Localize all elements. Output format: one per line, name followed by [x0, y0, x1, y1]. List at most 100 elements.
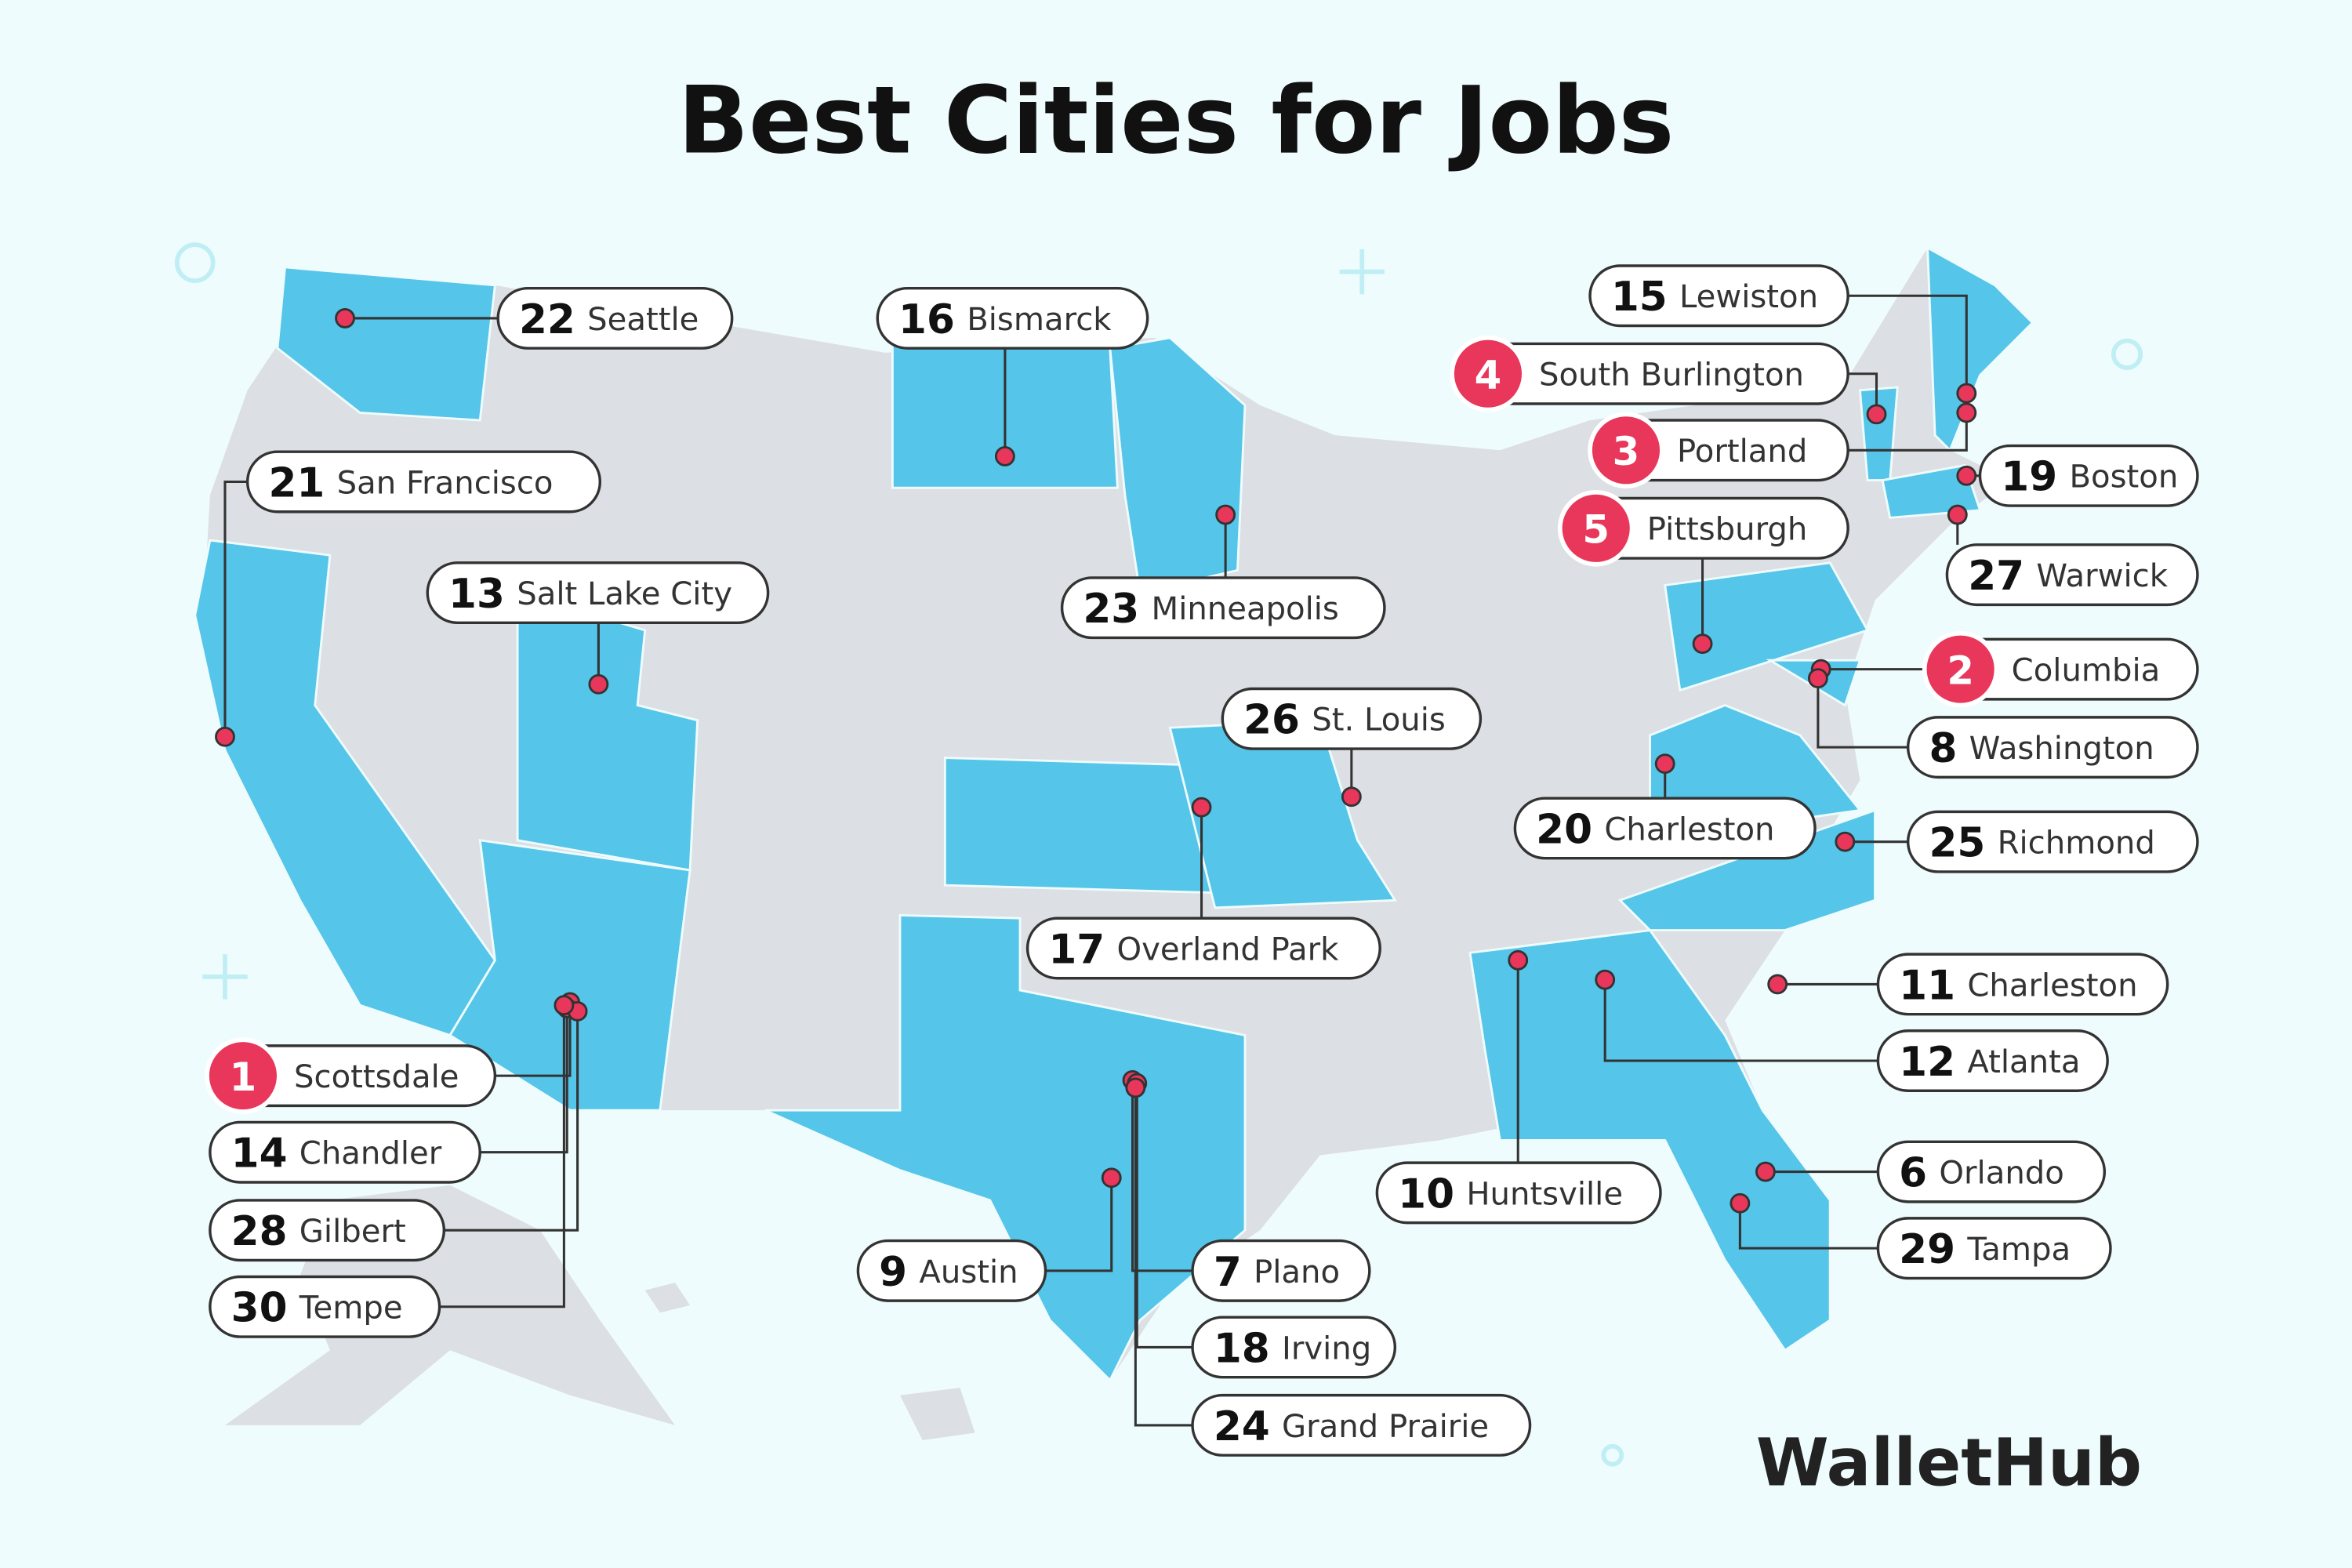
rank-number: 2: [1947, 648, 1974, 694]
city-dot: [1730, 1192, 1751, 1214]
leader-line: [1738, 1203, 1878, 1250]
label-pill: [876, 286, 1149, 350]
city-text: 15 Lewiston: [1611, 274, 1818, 321]
label-pill: [1945, 543, 2199, 607]
label-pill: [1191, 1316, 1397, 1379]
city-dot: [1755, 1161, 1776, 1182]
label-pill: [1876, 1029, 2109, 1092]
city-text: 10 Huntsville: [1398, 1171, 1623, 1218]
city-text: 24 Grand Prairie: [1214, 1403, 1489, 1450]
rank-number: 3: [1613, 429, 1640, 474]
city-name: Chandler: [299, 1136, 442, 1172]
leader-line: [1131, 1080, 1193, 1272]
rank-badge: [205, 1037, 281, 1114]
city-text: 20 Charleston: [1536, 806, 1774, 853]
city-dot: [1807, 668, 1828, 689]
city-label: 8 Washington: [1906, 716, 2199, 779]
city-text: 17 Overland Park: [1048, 926, 1339, 973]
city-name: Gilbert: [299, 1214, 406, 1250]
rank-number: 12: [1899, 1039, 1955, 1086]
label-pill: [1513, 797, 1817, 860]
city-name: Orlando: [1939, 1155, 2063, 1191]
city-text: 23 Minneapolis: [1083, 586, 1338, 633]
city-dot: [1835, 831, 1856, 852]
city-label: 12 Atlanta: [1876, 1029, 2109, 1092]
title: Best Cities for Jobs: [678, 66, 1675, 174]
city-text: 25 Richmond: [1929, 820, 2154, 867]
leader-line: [1848, 412, 1968, 452]
city-name: Bismarck: [967, 302, 1112, 338]
city-name: Grand Prairie: [1282, 1409, 1489, 1445]
city-label: 30 Tempe: [209, 1275, 441, 1338]
city-name: Washington: [1969, 731, 2154, 767]
city-name: Tempe: [299, 1290, 403, 1327]
label-pill: [1906, 716, 2199, 779]
city-text: 29 Tampa: [1899, 1226, 2071, 1273]
city-label: 19 Boston: [1978, 444, 2199, 507]
city-text: 27 Warwick: [1968, 553, 2169, 600]
rank-number: 16: [898, 296, 955, 343]
rank-number: 20: [1536, 806, 1592, 853]
rank-number: 11: [1899, 962, 1955, 1009]
city-label: 15 Lewiston: [1588, 264, 1849, 328]
city-dot: [1101, 1167, 1122, 1189]
leader-line: [1134, 1087, 1193, 1427]
leader-line: [1848, 294, 1968, 394]
city-label: 5 Pittsburgh: [1557, 490, 1849, 567]
city-text: 9 Austin: [879, 1249, 1018, 1296]
city-name: Austin: [919, 1254, 1018, 1290]
rank-number: 4: [1475, 353, 1502, 398]
city-label: 24 Grand Prairie: [1191, 1393, 1532, 1457]
city-text: 8 Washington: [1929, 725, 2154, 772]
rank-number: 8: [1929, 725, 1957, 772]
city-dot: [1767, 974, 1788, 995]
city-text: 13 Salt Lake City: [448, 571, 732, 618]
city-label: 2 Columbia: [1922, 630, 2199, 708]
rank-number: 29: [1899, 1226, 1955, 1273]
city-dot: [1125, 1077, 1146, 1098]
city-dot: [1595, 969, 1616, 990]
rank-number: 23: [1083, 586, 1139, 633]
city-text: 19 Boston: [2001, 454, 2178, 501]
rank-number: 27: [1968, 553, 2024, 600]
city-dot: [1947, 504, 1968, 525]
city-text: 21 San Francisco: [268, 459, 553, 506]
rank-number: 18: [1214, 1325, 1270, 1372]
rank-number: 1: [230, 1054, 257, 1100]
city-text: 28 Gilbert: [231, 1208, 406, 1255]
city-label: 1 Scottsdale: [205, 1037, 497, 1114]
label-pill: [496, 286, 734, 350]
city-text: 14 Chandler: [231, 1131, 442, 1178]
city-name: Overland Park: [1117, 931, 1340, 967]
city-label: 6 Orlando: [1876, 1140, 2107, 1203]
city-label: 22 Seattle: [496, 286, 734, 350]
city-text: 18 Irving: [1214, 1325, 1371, 1372]
label-pill: [1191, 1393, 1532, 1457]
city-dot: [588, 673, 609, 695]
leader-line: [223, 480, 248, 737]
rank-number: 13: [448, 571, 505, 618]
label-pill: [1978, 444, 2199, 507]
city-dot: [215, 726, 235, 747]
city-label: 13 Salt Lake City: [426, 561, 770, 625]
label-pill: [1375, 1161, 1662, 1225]
city-text: 26 St. Louis: [1243, 697, 1446, 744]
label-pill: [1588, 264, 1849, 328]
city-name: St. Louis: [1312, 702, 1446, 739]
rank-number: 26: [1243, 697, 1300, 744]
city-label: 17 Overland Park: [1025, 916, 1381, 980]
city-label: 16 Bismarck: [876, 286, 1149, 350]
label-pill: [1025, 916, 1381, 980]
city-dot: [1956, 465, 1977, 486]
label-pill: [1221, 687, 1483, 750]
rank-number: 9: [879, 1249, 907, 1296]
city-name: Pittsburgh: [1647, 512, 1808, 548]
city-dot: [554, 995, 575, 1016]
label-pill: [209, 1275, 441, 1338]
rank-number: 28: [231, 1208, 288, 1255]
city-name: Salt Lake City: [517, 576, 732, 612]
city-dot: [1341, 786, 1362, 808]
label-pill: [426, 561, 770, 625]
